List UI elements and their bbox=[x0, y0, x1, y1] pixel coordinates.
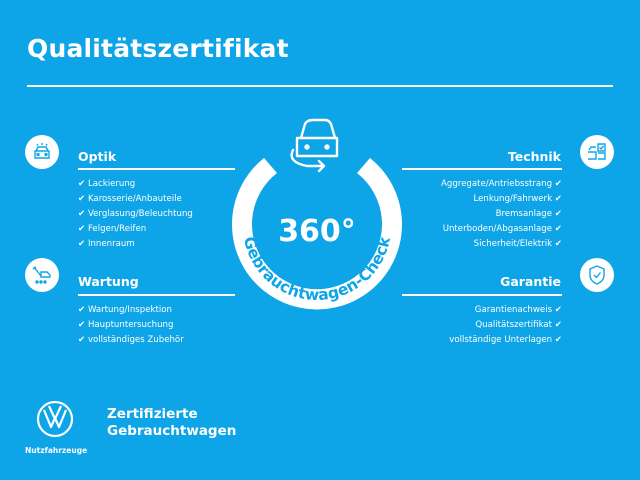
optik-heading: Optik bbox=[78, 149, 117, 164]
list-item: Aggregate/Antriebsstrang ✔ bbox=[440, 179, 562, 189]
list-item: ✔ Lackierung bbox=[78, 179, 136, 189]
garantie-list: Garantienachweis ✔ Qualitätszertifikat ✔… bbox=[449, 303, 562, 348]
brand-line-1: Zertifizierte bbox=[107, 406, 198, 422]
technik-list: Aggregate/Antriebsstrang ✔ Lenkung/Fahrw… bbox=[441, 177, 562, 252]
car-rotate-icon bbox=[290, 118, 339, 173]
car-checklist-icon bbox=[580, 135, 614, 169]
list-item: vollständige Unterlagen ✔ bbox=[449, 335, 562, 345]
car-lights-icon bbox=[25, 135, 59, 169]
technik-divider bbox=[402, 168, 562, 170]
list-item: ✔ Wartung/Inspektion bbox=[78, 305, 172, 315]
list-item: Garantienachweis ✔ bbox=[474, 305, 562, 315]
title-divider bbox=[27, 85, 613, 87]
garantie-divider bbox=[402, 294, 562, 296]
list-item: Lenkung/Fahrwerk ✔ bbox=[473, 194, 563, 204]
wartung-list: ✔ Wartung/Inspektion ✔ Hauptuntersuchung… bbox=[78, 303, 184, 348]
vw-logo bbox=[36, 400, 74, 438]
technik-heading: Technik bbox=[507, 149, 561, 164]
shield-check-icon bbox=[580, 258, 614, 292]
list-item: Sicherheit/Elektrik ✔ bbox=[473, 239, 562, 249]
list-item: ✔ Felgen/Reifen bbox=[78, 224, 147, 234]
logo-caption: Nutzfahrzeuge bbox=[25, 446, 88, 455]
center-value: 360° bbox=[278, 214, 356, 249]
list-item: ✔ Verglasung/Beleuchtung bbox=[78, 209, 193, 219]
360-check-ring: Gebrauchtwagen-Check 360° bbox=[232, 118, 402, 310]
list-item: Qualitätszertifikat ✔ bbox=[475, 320, 562, 330]
list-item: ✔ Karosserie/Anbauteile bbox=[78, 194, 182, 204]
list-item: ✔ Innenraum bbox=[78, 239, 135, 249]
optik-list: ✔ Lackierung ✔ Karosserie/Anbauteile ✔ V… bbox=[78, 177, 193, 252]
wartung-divider bbox=[78, 294, 235, 296]
service-tools-icon bbox=[25, 258, 59, 292]
page-title: Qualitätszertifikat bbox=[27, 34, 289, 63]
brand-line-2: Gebrauchtwagen bbox=[107, 423, 237, 439]
list-item: ✔ Hauptuntersuchung bbox=[78, 320, 174, 330]
list-item: Unterboden/Abgasanlage ✔ bbox=[442, 224, 562, 234]
optik-divider bbox=[78, 168, 235, 170]
list-item: ✔ vollständiges Zubehör bbox=[78, 335, 184, 345]
list-item: Bremsanlage ✔ bbox=[495, 209, 562, 219]
wartung-heading: Wartung bbox=[78, 274, 139, 289]
garantie-heading: Garantie bbox=[500, 274, 561, 289]
